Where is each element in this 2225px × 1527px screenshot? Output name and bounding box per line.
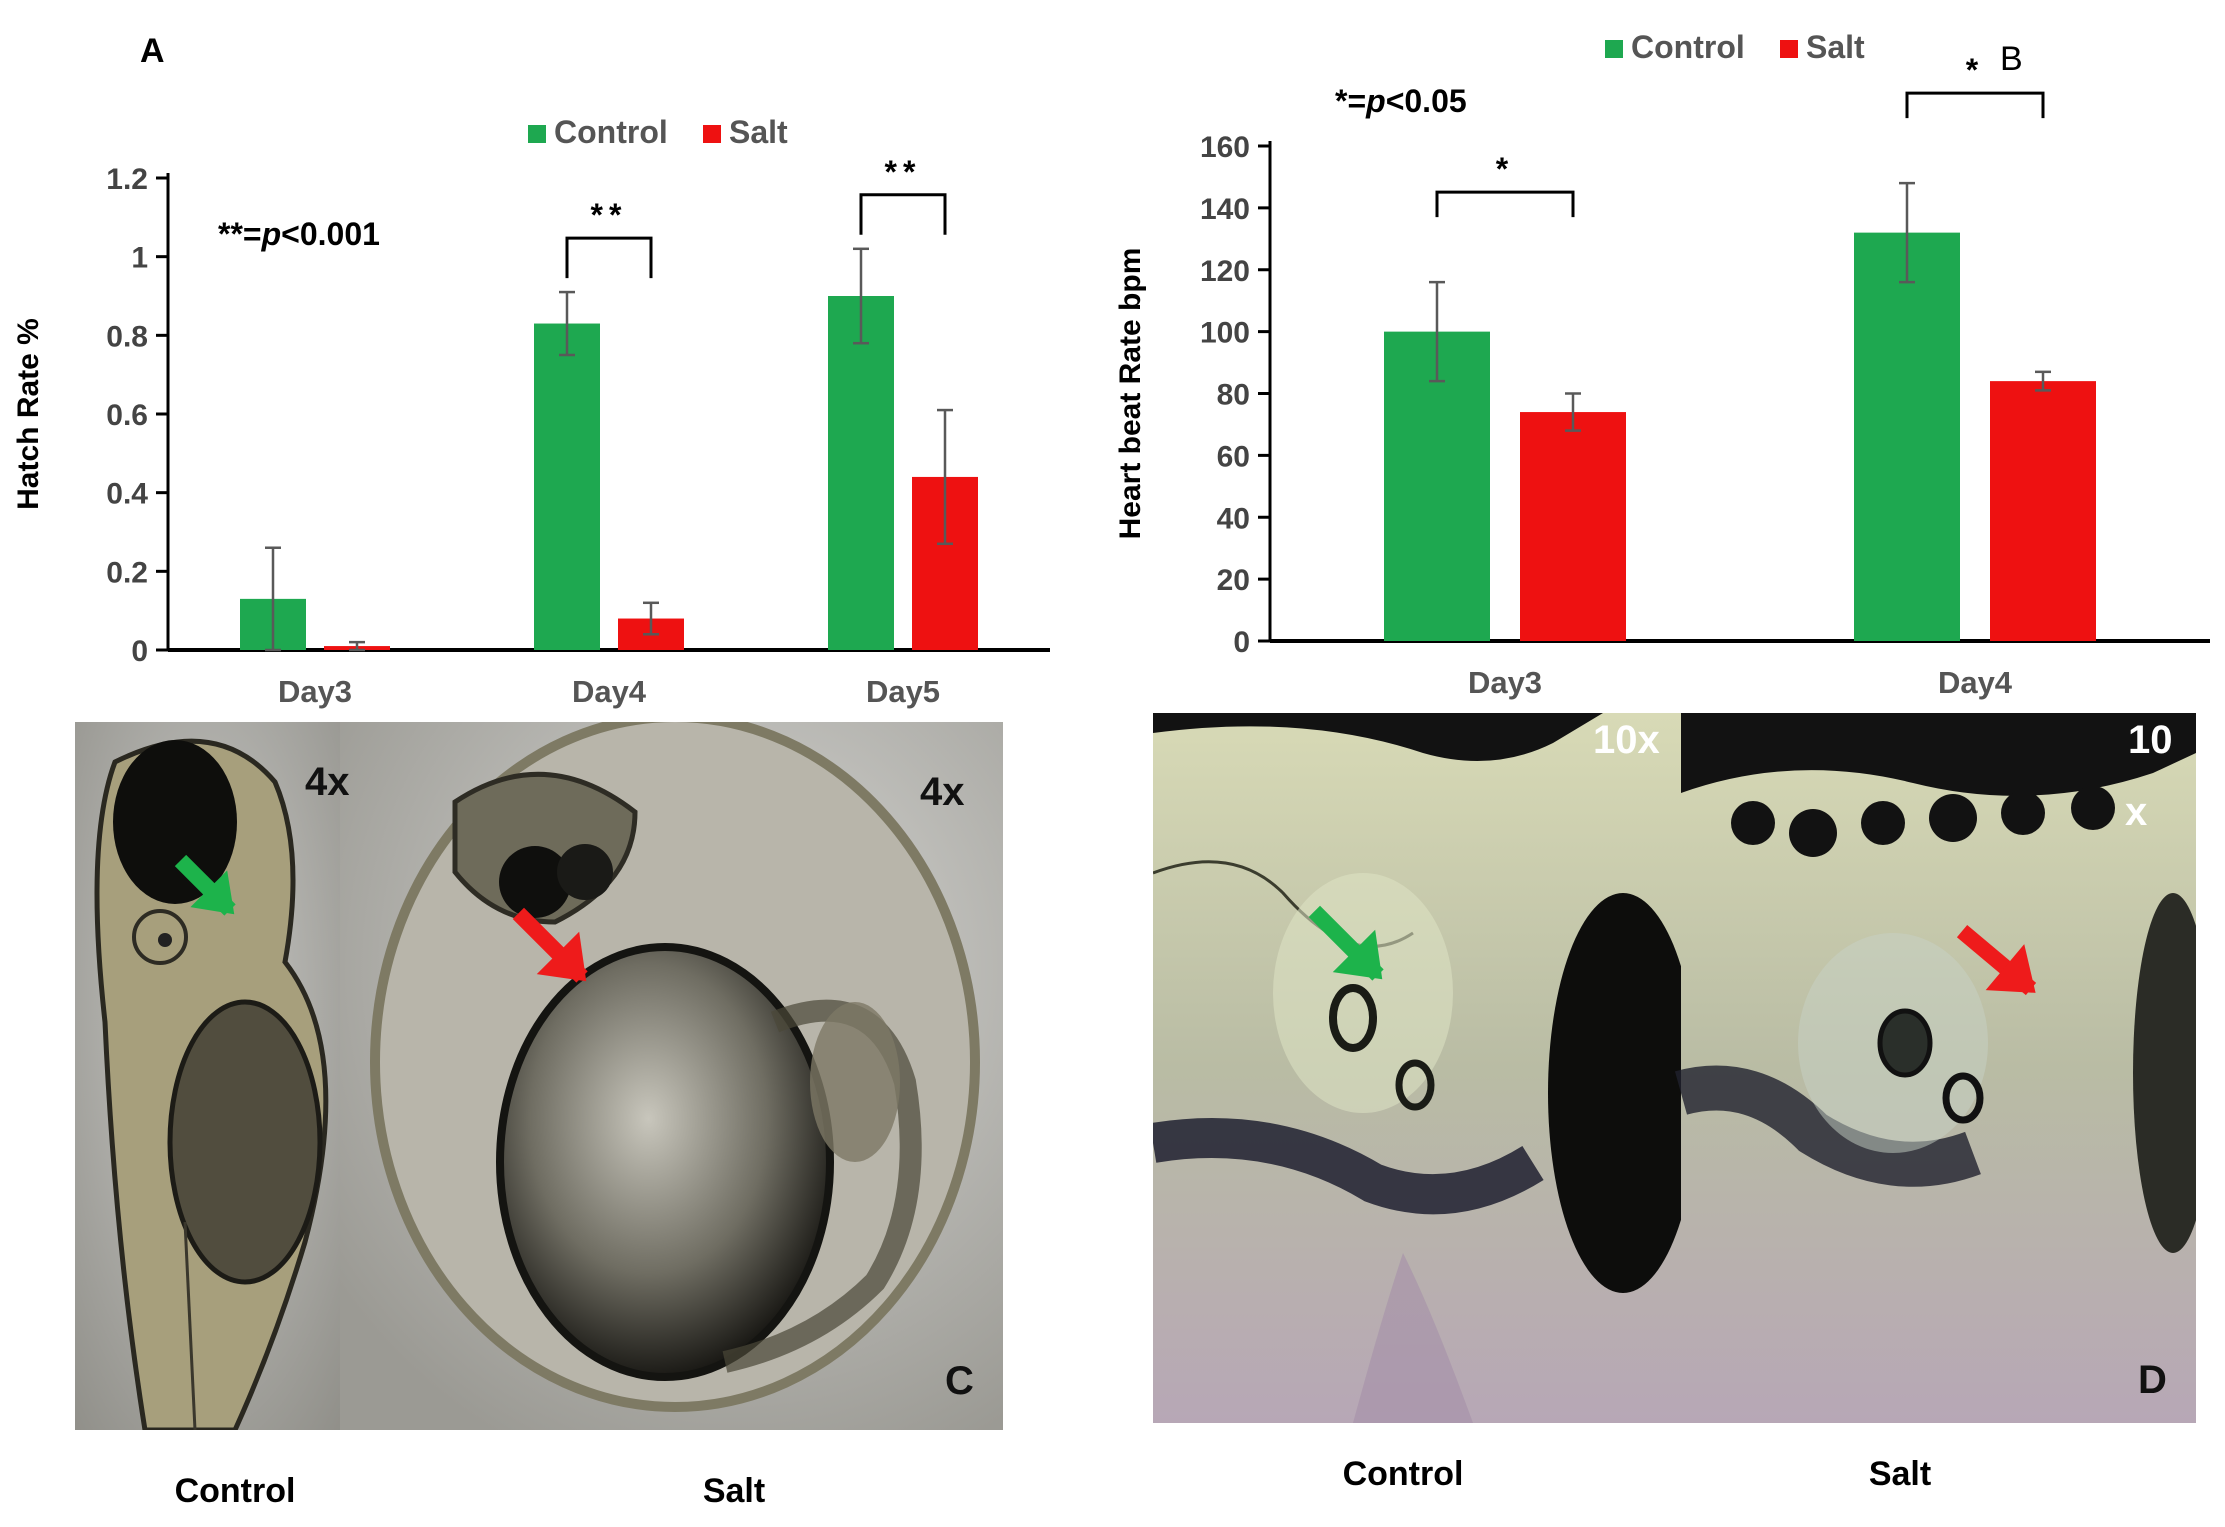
mag-label-d1: 10x	[1593, 718, 1660, 762]
salt-heart-image	[1674, 713, 2196, 1423]
y-tick-label: 0	[131, 635, 148, 668]
legend-swatch-control	[1605, 40, 1623, 58]
legend-swatch-salt	[1780, 40, 1798, 58]
legend-label-control: Control	[554, 114, 668, 150]
significance-bracket	[1435, 190, 1575, 218]
significance-bracket	[859, 193, 947, 235]
red-arrow-icon	[512, 907, 588, 983]
bar-salt-day3	[1520, 412, 1626, 641]
y-tick-label: 1.2	[106, 163, 148, 196]
bar-salt-day4	[1990, 381, 2096, 641]
significance-bracket	[1905, 91, 2045, 119]
heart-rate-chart: 0 20 40 60 80 100 120 140 160 Heart beat Rate bpm…	[1114, 29, 2210, 700]
bar-control-day3	[1384, 331, 1490, 641]
legend-label-control: Control	[1631, 29, 1745, 65]
y-tick-label: 0.6	[106, 399, 148, 432]
significance-mark: **	[885, 154, 922, 190]
legend-swatch-salt	[703, 125, 721, 143]
green-arrow-icon	[174, 854, 236, 916]
panel-d-micrographs: 10x 10 x D	[1153, 713, 2196, 1423]
caption-control-c: Control	[174, 1472, 296, 1510]
x-tick-label: Day4	[1938, 665, 2013, 700]
panel-label-c: C	[945, 1359, 974, 1403]
control-heart-image	[1153, 713, 1698, 1423]
y-tick-label: 40	[1217, 502, 1250, 535]
y-tick-label: 120	[1200, 255, 1250, 288]
mag-label-d2-line2: x	[2125, 790, 2147, 834]
caption-salt-d: Salt	[1868, 1455, 1932, 1493]
y-tick-label: 20	[1217, 564, 1250, 597]
salt-embryo-image	[340, 722, 1003, 1430]
y-tick-label: 60	[1217, 440, 1250, 473]
caption-salt-c: Salt	[702, 1472, 766, 1510]
x-tick-label: Day5	[866, 674, 940, 709]
y-tick-label: 160	[1200, 131, 1250, 164]
significance-mark: *	[1496, 151, 1514, 187]
panel-label-b: B	[2000, 40, 2023, 78]
mag-label-c1: 4x	[305, 760, 350, 804]
x-tick-label: Day3	[278, 674, 352, 709]
caption-control-d: Control	[1342, 1455, 1464, 1493]
panel-label-a: A	[140, 32, 165, 70]
y-tick-label: 0.2	[106, 556, 148, 589]
p-value-note: **=p<0.001	[218, 216, 380, 252]
significance-bracket	[565, 236, 653, 279]
y-tick-label: 0	[1233, 626, 1250, 659]
legend-swatch-control	[528, 125, 546, 143]
x-tick-label: Day4	[572, 674, 647, 709]
control-larva-image	[75, 722, 340, 1430]
bar-control-day4	[1854, 232, 1960, 641]
bar-control-day5	[828, 296, 894, 650]
y-tick-label: 0.4	[106, 478, 148, 511]
legend-label-salt: Salt	[729, 114, 788, 150]
green-arrow-icon	[1308, 905, 1384, 981]
y-axis-title: Heart beat Rate bpm	[1114, 248, 1147, 540]
legend-label-salt: Salt	[1806, 29, 1865, 65]
y-tick-label: 0.8	[106, 320, 148, 353]
x-tick-label: Day3	[1468, 665, 1542, 700]
significance-mark: *	[1966, 52, 1984, 88]
y-tick-label: 1	[131, 242, 148, 275]
bar-control-day4	[534, 323, 600, 650]
hatch-rate-chart: 0 0.2 0.4 0.6 0.8 1 1.2 Hatch Rate % Day3 Day4 ** D…	[12, 114, 1050, 709]
mag-label-c2: 4x	[920, 770, 965, 814]
y-axis-title: Hatch Rate %	[12, 318, 45, 510]
panel-c-micrographs: 4x 4x C	[75, 722, 1003, 1430]
significance-mark: **	[591, 197, 628, 233]
y-tick-label: 140	[1200, 193, 1250, 226]
mag-label-d2-line1: 10	[2128, 718, 2173, 762]
red-arrow-icon	[1956, 925, 2037, 996]
y-tick-label: 100	[1200, 317, 1250, 350]
p-value-note: *=p<0.05	[1335, 83, 1467, 119]
y-tick-label: 80	[1217, 379, 1250, 412]
panel-label-d: D	[2138, 1358, 2167, 1402]
